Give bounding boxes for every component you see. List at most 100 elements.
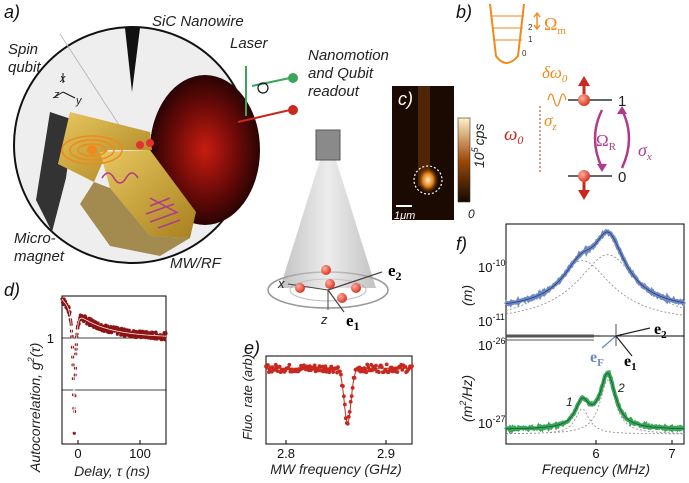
- delta-omega-label: δω0: [542, 63, 568, 85]
- nanowire-image: [418, 86, 430, 186]
- plot-d-points: [60, 297, 168, 435]
- data-point: [374, 363, 378, 368]
- green-photon: [288, 73, 298, 83]
- cone-e2-label: e2: [388, 261, 402, 283]
- plot-f-bottom-frame: [505, 335, 685, 445]
- plot-e-frame: [265, 355, 413, 445]
- label-sic-nanowire: SiC Nanowire: [152, 13, 244, 30]
- data-point: [72, 431, 76, 435]
- e1-arrow: [327, 289, 345, 313]
- data-point: [403, 364, 408, 369]
- micromagnet-right: [100, 150, 196, 238]
- mw-wave: [101, 172, 139, 184]
- label-qubit: qubit: [8, 59, 41, 76]
- data-point: [323, 364, 328, 369]
- green-beam: [251, 77, 291, 87]
- spin-wave: [61, 135, 123, 165]
- panel-b-label: b): [456, 2, 472, 22]
- ytick-top-a: 10-10: [478, 258, 505, 275]
- label-micro: Micro-: [14, 230, 56, 247]
- label-nanomotion: Nanomotion: [308, 47, 389, 64]
- panel-f-label: f): [456, 234, 467, 254]
- panel-c-label: c): [398, 89, 413, 109]
- state-0-label: 0: [618, 169, 626, 186]
- ytick-bot-a: 10-26: [478, 336, 505, 353]
- data-point: [163, 338, 167, 342]
- data-point: [96, 321, 100, 325]
- rabi-arrow-right: [620, 109, 631, 169]
- label-laser: Laser: [230, 35, 269, 52]
- red-beam: [237, 109, 291, 123]
- plot-e-xtick: 2.8: [277, 446, 295, 461]
- axis-z-label: z: [53, 89, 60, 101]
- ytick-top-b: 10-11: [478, 312, 505, 329]
- cone-x-label: x: [277, 276, 285, 291]
- qubit-dot: [136, 141, 144, 149]
- plot-d-xlabel: Delay, τ (ns): [74, 463, 150, 479]
- e2-arrow: [327, 271, 383, 291]
- level-0-label: 0: [522, 49, 527, 58]
- data-point: [400, 367, 405, 372]
- level-2-label: 2: [528, 23, 533, 32]
- data-point: [127, 328, 131, 332]
- data-point: [329, 364, 334, 369]
- cone-ball: [321, 265, 331, 275]
- inset-e2-label: e2: [654, 321, 667, 341]
- spin-up-arrowhead: [578, 76, 590, 86]
- state-1-label: 1: [618, 93, 626, 110]
- label-and-qubit: and Qubit: [308, 65, 374, 82]
- label-mw-rf: MW/RF: [170, 255, 222, 272]
- spin-wave: [77, 143, 107, 157]
- data-point: [331, 370, 336, 374]
- plot-f-xtick: 7: [668, 446, 675, 461]
- axis-x-label: x: [59, 73, 66, 85]
- plot-f-top-fit: [505, 231, 685, 305]
- cone-ball: [295, 283, 305, 293]
- plot-f-bottom-components: [505, 379, 684, 435]
- panel-d-label: d): [4, 280, 20, 300]
- data-point: [277, 364, 282, 369]
- data-point: [327, 370, 332, 375]
- plot-f-top-components: [505, 254, 685, 316]
- inset-ef-arrow: [601, 335, 617, 349]
- data-point: [266, 363, 270, 367]
- panel-a: a) x z y SiC Nanowire Spin qubit Laser N…: [4, 2, 402, 333]
- scale-bar-label: 1μm: [394, 210, 415, 222]
- data-point: [377, 370, 381, 375]
- spin-down-arrowhead: [578, 190, 590, 200]
- plot-f-bottom-curve: [504, 369, 685, 435]
- axes-icon: [52, 73, 76, 99]
- cone-z-label: z: [320, 312, 328, 327]
- mw-arrow: [149, 197, 177, 213]
- data-point: [109, 331, 114, 335]
- inset-e1-arrow: [615, 335, 633, 357]
- plot-e-xlabel: MW frequency (GHz): [270, 461, 401, 477]
- spot-circle: [413, 165, 443, 195]
- data-point: [410, 364, 414, 369]
- plot-d-ytick: 1: [47, 331, 54, 346]
- plot-f-xtick: 6: [592, 446, 599, 461]
- panel-e-label: e): [244, 338, 260, 358]
- panel-a-label: a): [4, 2, 20, 22]
- inset-e1-label: e1: [624, 353, 637, 373]
- plot-f-bottom-fit: [506, 372, 684, 430]
- panel-f: f) e2 eF e1 1 2 10-10 10-11 10-26 10-27 …: [456, 223, 686, 477]
- plot-e-points: [264, 362, 414, 426]
- delta-omega-wave: [547, 93, 567, 107]
- data-point: [164, 331, 168, 336]
- plot-f-top-frame: [505, 223, 685, 337]
- nanowire-tip: [125, 28, 140, 92]
- plot-d-ylabel: Autocorrelation, g2(τ): [26, 343, 43, 473]
- cone-body: [280, 160, 376, 288]
- cone-ball: [325, 279, 335, 289]
- spin-down-ball: [578, 170, 590, 182]
- plot-e-xtick: 2.9: [377, 446, 395, 461]
- plot-d-fit: [61, 298, 167, 433]
- panel-c: 1μm c) 0 105cps: [392, 86, 487, 222]
- panel-b: b) 2 1 0 Ωm 1 0 ω0 δω0 σz ΩR σx: [456, 2, 652, 200]
- colorbar-min-label: 0: [468, 207, 475, 221]
- data-point: [105, 324, 110, 328]
- data-point: [395, 370, 400, 374]
- polarizer-icon: [257, 82, 269, 94]
- data-point: [144, 329, 149, 334]
